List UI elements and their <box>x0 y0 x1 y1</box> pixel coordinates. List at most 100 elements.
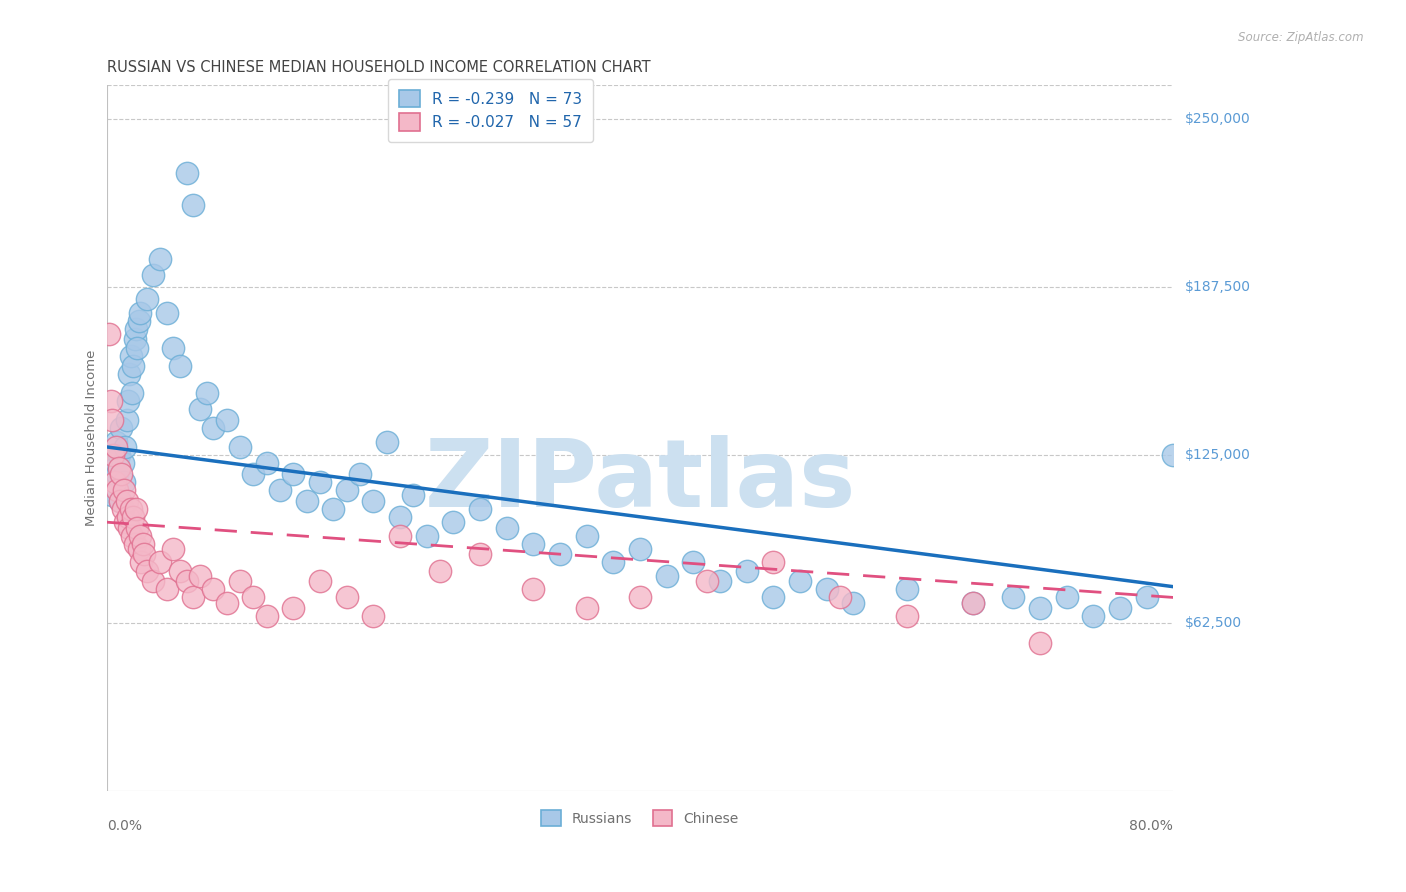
Point <box>215 596 238 610</box>
Point <box>229 574 252 589</box>
Point <box>101 413 124 427</box>
Point <box>1029 601 1052 615</box>
Point <box>114 440 136 454</box>
Point <box>169 564 191 578</box>
Point <box>131 537 153 551</box>
Point <box>195 386 218 401</box>
Point <box>135 292 157 306</box>
Point <box>129 556 152 570</box>
Point <box>363 609 385 624</box>
Point <box>129 305 152 319</box>
Point <box>114 515 136 529</box>
Point <box>628 542 651 557</box>
Point <box>127 341 149 355</box>
Point <box>112 475 135 489</box>
Point <box>202 582 225 597</box>
Point <box>118 368 141 382</box>
Point <box>309 475 332 489</box>
Point <box>815 582 838 597</box>
Point <box>1136 591 1159 605</box>
Point <box>696 574 718 589</box>
Text: $250,000: $250,000 <box>1184 112 1250 126</box>
Point <box>202 421 225 435</box>
Point <box>375 434 398 449</box>
Point <box>336 483 359 497</box>
Point <box>283 467 305 481</box>
Point <box>181 591 204 605</box>
Point <box>111 501 134 516</box>
Point <box>104 461 127 475</box>
Point <box>101 488 124 502</box>
Point <box>108 493 131 508</box>
Point <box>349 467 371 481</box>
Point <box>115 493 138 508</box>
Point <box>242 467 264 481</box>
Point <box>309 574 332 589</box>
Point <box>188 569 211 583</box>
Point <box>709 574 731 589</box>
Text: 0.0%: 0.0% <box>107 819 142 833</box>
Point <box>120 349 142 363</box>
Text: RUSSIAN VS CHINESE MEDIAN HOUSEHOLD INCOME CORRELATION CHART: RUSSIAN VS CHINESE MEDIAN HOUSEHOLD INCO… <box>107 60 650 75</box>
Point <box>107 448 129 462</box>
Point <box>295 493 318 508</box>
Text: Source: ZipAtlas.com: Source: ZipAtlas.com <box>1239 31 1364 45</box>
Point <box>762 591 785 605</box>
Point <box>156 582 179 597</box>
Point <box>762 556 785 570</box>
Point <box>215 413 238 427</box>
Point <box>142 268 165 282</box>
Point <box>149 252 172 266</box>
Point <box>575 601 598 615</box>
Point <box>842 596 865 610</box>
Point <box>120 501 142 516</box>
Point <box>112 483 135 497</box>
Point <box>108 493 131 508</box>
Point <box>789 574 811 589</box>
Point <box>1056 591 1078 605</box>
Point <box>124 333 146 347</box>
Point <box>602 556 624 570</box>
Point <box>98 327 121 342</box>
Point <box>122 359 145 374</box>
Y-axis label: Median Household Income: Median Household Income <box>86 350 98 526</box>
Point <box>125 321 148 335</box>
Point <box>468 501 491 516</box>
Point <box>169 359 191 374</box>
Point <box>100 394 122 409</box>
Point <box>117 509 139 524</box>
Point <box>283 601 305 615</box>
Point <box>125 501 148 516</box>
Point <box>124 537 146 551</box>
Point <box>1029 636 1052 650</box>
Point <box>363 493 385 508</box>
Point <box>162 341 184 355</box>
Point <box>896 609 918 624</box>
Point <box>628 591 651 605</box>
Point <box>127 520 149 534</box>
Legend: Russians, Chinese: Russians, Chinese <box>534 804 745 833</box>
Point <box>242 591 264 605</box>
Point <box>322 501 344 516</box>
Text: $62,500: $62,500 <box>1184 616 1241 630</box>
Point <box>1161 448 1184 462</box>
Point <box>468 548 491 562</box>
Point <box>162 542 184 557</box>
Point <box>415 528 437 542</box>
Point <box>962 596 984 610</box>
Point <box>402 488 425 502</box>
Text: ZIPatlas: ZIPatlas <box>425 434 856 526</box>
Point <box>142 574 165 589</box>
Point <box>129 528 152 542</box>
Point <box>522 582 544 597</box>
Point <box>121 528 143 542</box>
Point <box>111 456 134 470</box>
Point <box>176 166 198 180</box>
Point <box>176 574 198 589</box>
Point <box>103 448 125 462</box>
Point <box>495 520 517 534</box>
Point <box>132 548 155 562</box>
Point <box>110 467 132 481</box>
Text: $187,500: $187,500 <box>1184 280 1250 294</box>
Point <box>429 564 451 578</box>
